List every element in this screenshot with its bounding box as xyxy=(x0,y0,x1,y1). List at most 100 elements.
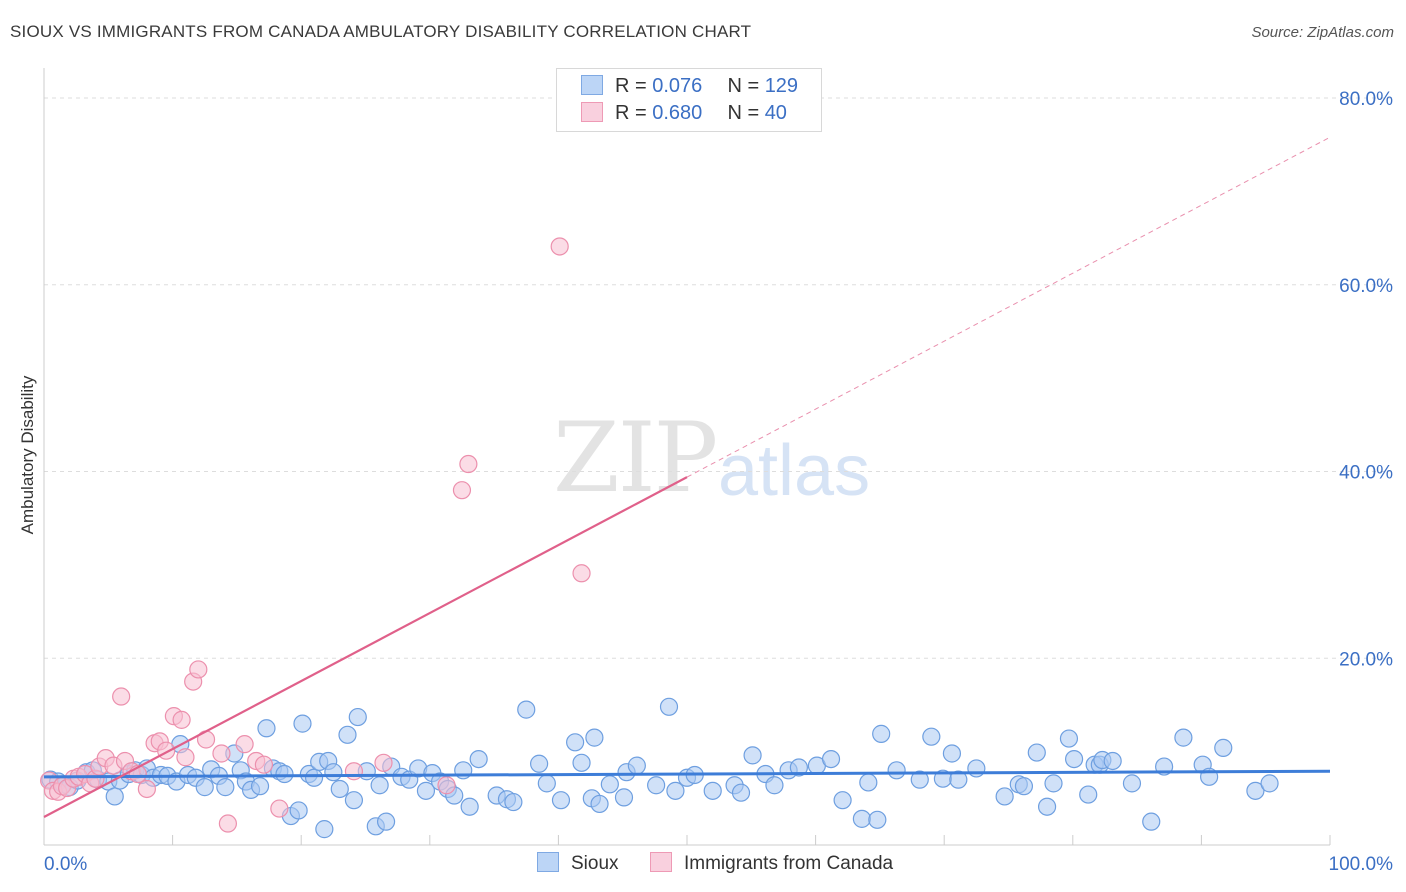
canada-point xyxy=(374,753,393,772)
sioux-point xyxy=(887,761,906,780)
correlation-legend: R = 0.076 N = 129 R = 0.680 N = 40 xyxy=(556,68,822,132)
sioux-point xyxy=(344,791,364,810)
canada-swatch xyxy=(581,102,603,122)
sioux-point xyxy=(289,801,308,820)
sioux-point xyxy=(659,697,679,716)
sioux-point xyxy=(460,797,479,816)
sioux-point xyxy=(315,820,334,839)
canada-point xyxy=(452,481,472,500)
x-tick-label-max: 100.0% xyxy=(1329,854,1394,875)
watermark-zip: ZIP xyxy=(553,402,718,514)
sioux-point xyxy=(743,746,762,765)
canada-point xyxy=(189,660,208,679)
sioux-point xyxy=(275,764,294,784)
canada-points xyxy=(40,237,591,833)
sioux-point xyxy=(995,787,1014,806)
legend-r-label: R = xyxy=(615,75,647,97)
x-tick-label-min: 0.0% xyxy=(44,854,87,875)
sioux-point xyxy=(872,724,891,743)
sioux-point xyxy=(257,719,276,738)
canada-point xyxy=(218,814,237,833)
sioux-point xyxy=(376,812,396,831)
y-tick-label: 80.0% xyxy=(1339,89,1393,110)
sioux-point xyxy=(1174,728,1193,747)
gridlines xyxy=(44,97,1395,659)
sioux-point xyxy=(530,754,549,773)
sioux-point xyxy=(1079,785,1098,804)
sioux-point xyxy=(1044,774,1063,793)
canada-point xyxy=(437,776,456,795)
bottom-legend-canada: Immigrants from Canada xyxy=(650,852,893,875)
sioux-point xyxy=(590,794,609,814)
trend-lines xyxy=(43,136,1331,818)
chart-title: SIOUX VS IMMIGRANTS FROM CANADA AMBULATO… xyxy=(10,22,752,41)
sioux-point xyxy=(765,776,784,795)
sioux-point xyxy=(1214,738,1233,757)
sioux-point xyxy=(1246,781,1265,800)
sioux-point xyxy=(967,759,986,778)
sioux-point xyxy=(216,778,235,797)
sioux-point xyxy=(647,776,666,795)
canada-trend-line xyxy=(43,476,688,818)
canada-trend-extension xyxy=(686,136,1331,478)
sioux-point xyxy=(330,779,349,799)
legend-n-label: N = xyxy=(727,75,760,97)
y-tick-label: 40.0% xyxy=(1339,463,1393,484)
y-tick-label: 60.0% xyxy=(1339,276,1393,297)
sioux-point xyxy=(324,763,343,782)
sioux-point xyxy=(195,778,214,797)
canada-legend-label: Immigrants from Canada xyxy=(684,853,894,874)
legend-n-value: 40 xyxy=(764,102,787,124)
sioux-point xyxy=(1059,729,1079,748)
sioux-point xyxy=(416,781,436,800)
sioux-point xyxy=(585,728,604,747)
sioux-point xyxy=(703,781,722,800)
sioux-point xyxy=(600,775,619,794)
sioux-points xyxy=(41,697,1279,839)
sioux-point xyxy=(942,744,962,763)
sioux-point xyxy=(469,749,488,769)
bottom-legend-sioux: Sioux xyxy=(537,852,619,875)
sioux-point xyxy=(1014,777,1034,796)
sioux-point xyxy=(949,770,968,789)
sioux-point xyxy=(789,758,808,777)
sioux-point xyxy=(348,707,367,727)
sioux-point xyxy=(833,791,852,810)
sioux-point xyxy=(293,714,312,733)
sioux-legend-label: Sioux xyxy=(571,853,619,874)
canada-point xyxy=(344,762,364,781)
sioux-point xyxy=(731,783,751,802)
sioux-point xyxy=(1037,797,1057,816)
sioux-point xyxy=(910,770,929,789)
canada-point xyxy=(137,779,156,799)
tick-labels: 20.0% 40.0% 60.0% 80.0% 0.0% 100.0% xyxy=(44,89,1393,875)
sioux-point xyxy=(370,776,389,795)
sioux-swatch xyxy=(581,75,603,95)
canada-point xyxy=(572,564,591,583)
source-label: Source: ZipAtlas.com xyxy=(1251,24,1394,41)
canada-point xyxy=(550,237,569,256)
sioux-point xyxy=(868,810,887,829)
sioux-point xyxy=(566,733,585,752)
sioux-point xyxy=(338,725,357,744)
legend-r-value: 0.680 xyxy=(652,102,703,124)
sioux-point xyxy=(614,788,634,807)
canada-point xyxy=(212,744,231,763)
legend-n-label: N = xyxy=(727,102,760,124)
canada-point xyxy=(172,710,191,729)
sioux-point xyxy=(1142,812,1161,831)
sioux-point xyxy=(517,700,536,719)
legend-row-canada: R = 0.680 N = 40 xyxy=(581,102,787,126)
legend-r-label: R = xyxy=(615,102,647,124)
sioux-point xyxy=(627,756,646,775)
sioux-legend-swatch xyxy=(537,852,559,872)
axes xyxy=(43,68,1331,846)
legend-n-value: 129 xyxy=(764,75,799,97)
legend-row-sioux: R = 0.076 N = 129 xyxy=(581,75,798,99)
sioux-point xyxy=(1027,743,1046,762)
sioux-point xyxy=(572,753,591,772)
sioux-point xyxy=(852,809,871,828)
sioux-point xyxy=(537,774,556,793)
sioux-point xyxy=(1103,751,1122,771)
